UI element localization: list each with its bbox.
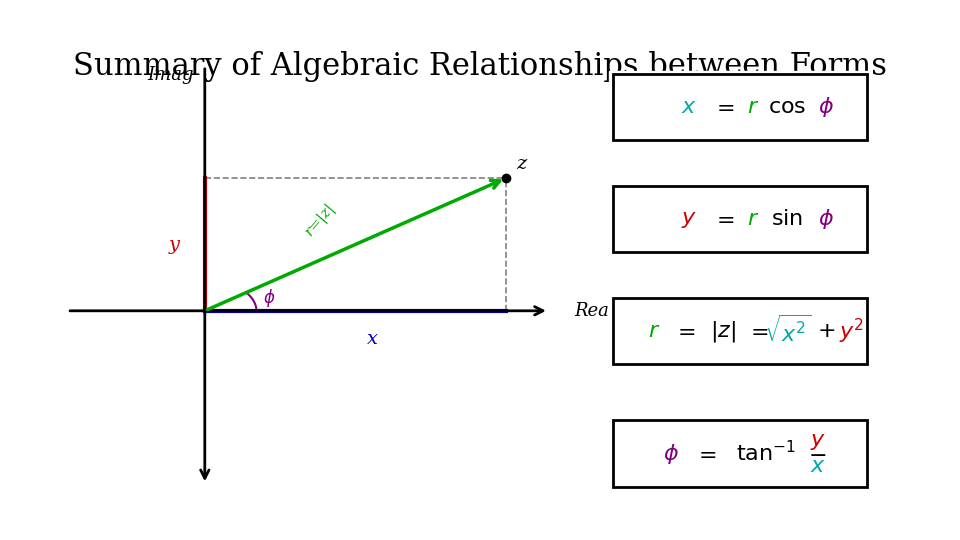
Text: $\phi = \tan^{-1}\!\left(\dfrac{y}{x}\right)$: $\phi = \tan^{-1}\!\left(\dfrac{y}{x}\ri… xyxy=(670,434,810,473)
Text: $|z|$: $|z|$ xyxy=(710,319,736,343)
Text: $r$: $r$ xyxy=(747,96,759,118)
Text: $-$: $-$ xyxy=(808,443,827,464)
Text: $y$: $y$ xyxy=(809,430,826,452)
Text: Imag: Imag xyxy=(147,66,194,84)
Text: $=$: $=$ xyxy=(711,208,734,230)
Text: $\cos$: $\cos$ xyxy=(768,96,806,118)
Text: $=$: $=$ xyxy=(673,320,696,342)
Text: $\phi$: $\phi$ xyxy=(818,95,834,119)
Text: $\phi$: $\phi$ xyxy=(818,207,834,231)
Text: $+$: $+$ xyxy=(817,320,835,342)
Text: $\tan^{-1}$: $\tan^{-1}$ xyxy=(736,441,796,466)
Text: $\phi$: $\phi$ xyxy=(663,442,680,465)
Text: $\sqrt{x^2}$: $\sqrt{x^2}$ xyxy=(764,315,811,347)
Text: Summary of Algebraic Relationships between Forms: Summary of Algebraic Relationships betwe… xyxy=(73,51,887,82)
Text: $y$: $y$ xyxy=(681,208,697,230)
Text: $r$: $r$ xyxy=(747,208,759,230)
FancyBboxPatch shape xyxy=(609,418,872,489)
Text: $\sin$: $\sin$ xyxy=(772,208,804,230)
FancyBboxPatch shape xyxy=(609,295,872,367)
FancyBboxPatch shape xyxy=(613,421,867,487)
Text: $x$: $x$ xyxy=(681,96,697,118)
FancyBboxPatch shape xyxy=(609,183,872,255)
Text: Real: Real xyxy=(575,302,615,320)
Text: $r = |z| = \sqrt{x^2 + y^2}$: $r = |z| = \sqrt{x^2 + y^2}$ xyxy=(644,313,836,349)
Text: y: y xyxy=(169,235,180,253)
Text: $=$: $=$ xyxy=(746,320,769,342)
Text: $\phi$: $\phi$ xyxy=(263,287,276,309)
Text: $=$: $=$ xyxy=(711,96,734,118)
FancyBboxPatch shape xyxy=(613,73,867,140)
Text: $r$: $r$ xyxy=(648,320,660,342)
Text: $x = r\cos\phi$: $x = r\cos\phi$ xyxy=(686,95,794,119)
Text: $x$: $x$ xyxy=(809,455,826,477)
Text: $y = r\sin\phi$: $y = r\sin\phi$ xyxy=(689,207,791,231)
FancyBboxPatch shape xyxy=(609,71,872,143)
Text: $y^2$: $y^2$ xyxy=(839,316,864,346)
Text: x: x xyxy=(367,330,378,348)
FancyBboxPatch shape xyxy=(613,298,867,365)
Text: r=|z|: r=|z| xyxy=(302,200,339,239)
Text: $=$: $=$ xyxy=(694,443,717,464)
Text: z: z xyxy=(516,155,526,173)
FancyBboxPatch shape xyxy=(613,186,867,252)
